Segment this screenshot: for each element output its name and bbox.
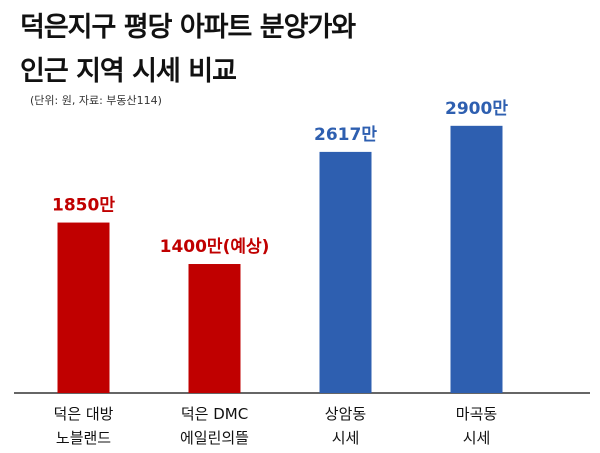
value-label: 2900만 bbox=[445, 99, 508, 119]
source-note: (단위: 원, 자료: 부동산114) bbox=[30, 94, 162, 107]
bar bbox=[450, 125, 503, 393]
value-label: 2617만 bbox=[314, 125, 377, 145]
bar bbox=[319, 151, 372, 393]
category-label: 마곡동 bbox=[456, 405, 498, 423]
category-label: 덕은 DMC bbox=[181, 405, 248, 423]
bar bbox=[57, 222, 110, 393]
value-label: 1400만(예상) bbox=[160, 237, 270, 257]
category-label: 덕은 대방 bbox=[54, 405, 114, 423]
chart-title-line-1: 덕은지구 평당 아파트 분양가와 bbox=[20, 12, 356, 43]
category-label: 시세 bbox=[332, 429, 360, 447]
bar bbox=[188, 264, 241, 393]
chart-title: 덕은지구 평당 아파트 분양가와 인근 지역 시세 비교 bbox=[20, 6, 356, 94]
category-label: 시세 bbox=[463, 429, 491, 447]
chart-title-line-2: 인근 지역 시세 비교 bbox=[20, 56, 237, 87]
category-label: 상암동 bbox=[325, 405, 367, 423]
category-label: 에일린의뜰 bbox=[180, 429, 249, 447]
category-label: 노블랜드 bbox=[56, 429, 111, 447]
value-label: 1850만 bbox=[52, 196, 115, 216]
